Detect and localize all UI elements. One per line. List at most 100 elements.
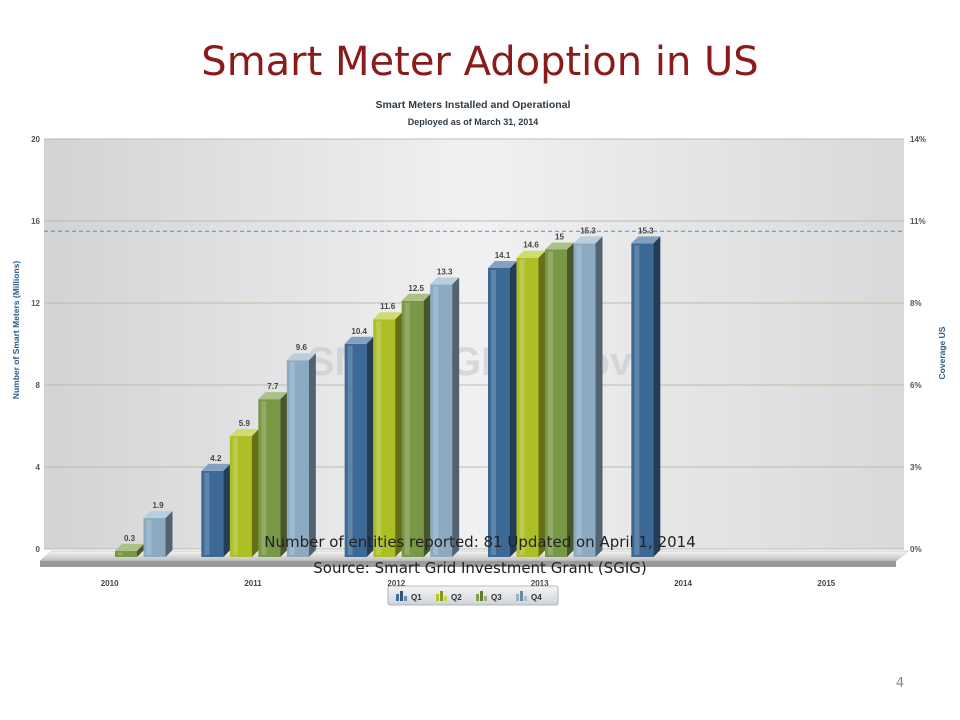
bar — [631, 243, 654, 557]
legend-label: Q2 — [451, 593, 462, 602]
smart-meter-chart: Smart Meters Installed and Operational D… — [11, 99, 947, 606]
bar-highlight — [289, 362, 295, 555]
x-tick-label: 2012 — [387, 579, 405, 588]
bar-highlight — [634, 245, 640, 555]
bar-top — [401, 293, 431, 301]
bar-highlight — [118, 552, 123, 555]
floor-front — [40, 561, 896, 567]
legend-swatch — [524, 596, 527, 601]
bar-highlight — [347, 345, 353, 555]
data-label: 15.3 — [580, 226, 596, 235]
bar-side — [280, 392, 288, 557]
bar-highlight — [232, 438, 238, 555]
plot-background — [44, 139, 904, 549]
data-label: 14.6 — [523, 241, 539, 250]
bar-top — [573, 236, 603, 244]
y2-axis-label: Coverage US — [937, 326, 947, 379]
bar-top — [516, 250, 546, 258]
data-labels: 0.3 1.9 4.2 5.9 7.7 9.6 10.4 11.6 12.5 13.3 14.1 14… — [124, 226, 654, 542]
legend-box — [387, 585, 559, 606]
y2-tick-label: 11% — [910, 217, 926, 226]
bar — [143, 518, 166, 557]
y2-axis-ticks: 0% 3% 6% 8% 11% 14% — [910, 135, 926, 554]
x-tick-label: 2010 — [101, 579, 119, 588]
chart-floor — [39, 550, 909, 567]
bar — [545, 249, 567, 557]
page-number: 4 — [895, 676, 905, 691]
bar-side — [510, 260, 517, 557]
y-tick-label: 12 — [31, 299, 40, 308]
legend-label: Q4 — [531, 593, 542, 602]
data-label: 5.9 — [239, 419, 251, 428]
y2-tick-label: 14% — [910, 135, 926, 144]
y2-tick-label: 0% — [910, 545, 922, 554]
legend-swatch — [520, 591, 523, 601]
legend-swatch — [516, 594, 519, 601]
bar — [430, 284, 453, 557]
bar — [401, 300, 424, 557]
bar-top — [229, 429, 259, 437]
data-label: 11.6 — [380, 302, 396, 311]
y-axis-ticks: 0 4 8 12 16 20 — [31, 135, 40, 554]
chart-title: Smart Meters Installed and Operational — [376, 99, 571, 111]
source-caption: Source: Smart Grid Investment Grant (SGI… — [313, 559, 647, 577]
bars — [115, 236, 661, 557]
data-label: 9.6 — [296, 343, 308, 352]
bar-side — [538, 250, 546, 557]
legend-swatch — [400, 591, 403, 601]
bar-top — [201, 463, 231, 471]
bar-top — [373, 312, 403, 320]
x-tick-label: 2011 — [244, 579, 262, 588]
bar — [115, 550, 137, 557]
bar-highlight — [576, 245, 582, 555]
data-label: 7.7 — [267, 382, 279, 391]
bar-highlight — [519, 259, 525, 555]
legend-swatch — [444, 596, 447, 601]
y-axis-label: Number of Smart Meters (Millions) — [11, 261, 21, 400]
data-label: 4.2 — [210, 454, 222, 463]
x-tick-label: 2015 — [817, 579, 835, 588]
legend-label: Q1 — [411, 593, 422, 602]
bar-top — [143, 511, 173, 519]
data-label: 15 — [555, 233, 564, 242]
x-tick-label: 2013 — [531, 579, 549, 588]
legend-label: Q3 — [491, 593, 502, 602]
y2-tick-label: 6% — [910, 381, 922, 390]
bar — [573, 243, 596, 557]
x-tick-label: 2014 — [674, 579, 692, 588]
data-label: 14.1 — [495, 251, 511, 260]
entities-caption: Number of entities reported: 81 Updated … — [264, 533, 696, 551]
legend-swatch — [480, 591, 483, 601]
bar-side — [165, 511, 173, 557]
bar — [286, 360, 309, 557]
legend-swatch — [476, 594, 479, 601]
legend-swatch — [484, 596, 487, 601]
bar-side — [308, 353, 316, 557]
bar-top — [545, 242, 574, 250]
bar — [373, 319, 396, 557]
y-tick-label: 16 — [31, 217, 40, 226]
legend-swatch — [436, 594, 439, 601]
chart-subtitle: Deployed as of March 31, 2014 — [408, 117, 539, 127]
bar-side — [223, 463, 231, 557]
bar-side — [595, 236, 603, 557]
data-label: 15.3 — [638, 226, 654, 235]
bar-top — [488, 260, 517, 268]
y2-tick-label: 3% — [910, 463, 922, 472]
bar-top — [115, 543, 144, 551]
bar — [516, 257, 539, 557]
bar — [258, 399, 281, 557]
bar-top — [344, 336, 374, 344]
slide-title: Smart Meter Adoption in US — [201, 39, 759, 85]
legend: Q1 Q2 Q3 Q4 — [387, 585, 559, 606]
y2-tick-label: 8% — [910, 299, 922, 308]
bar-side — [423, 293, 431, 557]
legend-swatch — [396, 594, 399, 601]
bar — [229, 436, 252, 557]
bar-highlight — [404, 302, 410, 555]
bar-side — [137, 543, 144, 557]
bar-highlight — [433, 286, 439, 555]
bar-top — [258, 392, 288, 400]
data-label: 10.4 — [351, 327, 367, 336]
data-label: 1.9 — [152, 501, 164, 510]
